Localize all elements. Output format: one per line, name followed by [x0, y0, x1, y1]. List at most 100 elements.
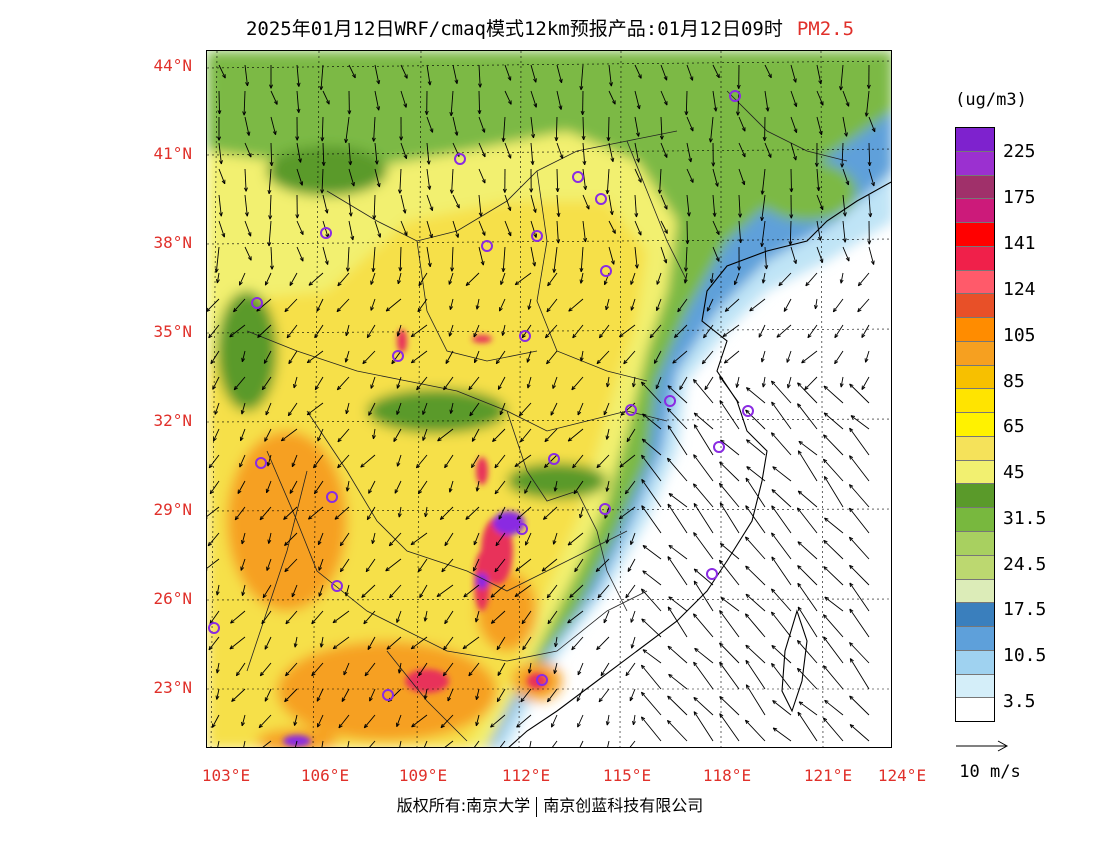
wind-arrow — [496, 636, 506, 650]
wind-arrow-head — [284, 569, 289, 573]
wind-arrow — [348, 142, 351, 166]
wind-arrow-head — [528, 306, 532, 310]
wind-arrow-head — [547, 283, 552, 287]
wind-arrow-head — [783, 308, 788, 312]
wind-arrow-head — [346, 487, 350, 492]
wind-arrow — [655, 376, 662, 389]
wind-arrow — [424, 688, 428, 700]
wind-arrow-head — [492, 437, 495, 442]
wind-arrow-head — [546, 593, 549, 599]
wind-arrow-head — [790, 214, 794, 219]
wind-arrow-head — [398, 669, 402, 674]
wind-arrow — [530, 220, 537, 238]
wind-arrow-head — [844, 238, 847, 243]
wind-arrow-head — [476, 305, 480, 310]
wind-arrow-head — [772, 466, 776, 471]
wind-arrow-head — [798, 701, 802, 706]
wind-arrow — [399, 168, 402, 194]
wind-arrow — [270, 116, 277, 135]
wind-arrow-head — [719, 662, 721, 667]
wind-arrow — [572, 324, 584, 339]
wind-arrow-head — [528, 747, 529, 748]
wind-arrow — [440, 714, 454, 729]
wind-arrow — [659, 168, 662, 194]
lon-label-118e: 118°E — [702, 766, 752, 785]
wind-arrow-head — [719, 713, 722, 718]
wind-arrow — [217, 740, 220, 747]
wind-arrow-head — [850, 658, 854, 662]
wind-arrow-head — [462, 647, 468, 650]
wind-arrow-head — [611, 101, 616, 105]
wind-arrow-head — [823, 636, 825, 641]
wind-arrow-head — [399, 189, 403, 194]
wind-arrow-head — [719, 400, 722, 405]
wind-arrow-head — [551, 724, 555, 728]
wind-arrow-head — [544, 439, 549, 443]
colorbar-cell — [956, 698, 994, 722]
wind-arrow-head — [337, 465, 342, 469]
wind-arrow-head — [663, 76, 668, 81]
wind-arrow-head — [264, 698, 269, 702]
wind-arrow-head — [244, 212, 248, 217]
wind-arrow-head — [868, 240, 872, 245]
wind-arrow-head — [208, 645, 211, 651]
wind-arrow — [634, 194, 637, 218]
wind-arrow-head — [772, 727, 776, 732]
wind-arrow — [749, 298, 766, 312]
wind-arrow — [211, 714, 220, 728]
wind-arrow — [416, 454, 428, 469]
wind-arrow-head — [597, 593, 600, 598]
wind-arrow — [797, 450, 818, 482]
wind-arrow — [475, 610, 480, 623]
wind-arrow-head — [693, 568, 697, 573]
wind-arrow — [347, 740, 350, 747]
wind-arrow-head — [402, 209, 406, 214]
wind-arrow — [598, 688, 610, 703]
wind-arrow — [762, 376, 766, 388]
wind-arrow — [577, 714, 584, 728]
wind-arrow — [478, 168, 486, 184]
wind-arrow-head — [524, 490, 528, 494]
wind-arrow-head — [346, 747, 347, 748]
wind-arrow — [443, 376, 454, 391]
wind-arrow — [667, 606, 688, 638]
wind-arrow-head — [596, 645, 599, 650]
wind-arrow-head — [306, 411, 310, 416]
colorbar-cell — [956, 318, 994, 342]
wind-arrow-head — [642, 545, 646, 550]
city-marker — [706, 568, 718, 580]
wind-arrow-head — [377, 234, 381, 238]
colorbar-cell — [956, 508, 994, 533]
wind-arrow-head — [689, 179, 694, 183]
wind-arrow-head — [618, 515, 622, 520]
wind-arrow-head — [771, 489, 774, 494]
colorbar-cell — [956, 484, 994, 509]
wind-arrow-head — [443, 647, 448, 651]
wind-arrow — [693, 412, 714, 430]
wind-arrow-head — [443, 645, 445, 651]
wind-arrow — [370, 376, 376, 389]
wind-arrow-head — [760, 242, 763, 247]
wind-arrow-head — [316, 698, 321, 702]
wind-arrow — [771, 401, 792, 430]
wind-arrow — [685, 90, 688, 116]
wind-arrow-head — [666, 408, 670, 413]
wind-arrow — [606, 714, 610, 726]
wind-arrow-head — [241, 722, 245, 727]
wind-arrow-head — [397, 189, 401, 194]
wind-arrow — [264, 636, 272, 650]
wind-arrow-head — [770, 611, 773, 616]
colorbar-cell — [956, 460, 994, 485]
wind-arrow — [445, 350, 454, 364]
wind-arrow — [667, 425, 688, 456]
wind-arrow — [502, 116, 506, 142]
wind-arrow — [424, 506, 428, 517]
wind-arrow-head — [861, 386, 866, 390]
wind-arrow-head — [475, 305, 478, 310]
wind-arrow-head — [215, 268, 219, 273]
wind-arrow-head — [805, 283, 810, 287]
wind-arrow-head — [720, 439, 725, 442]
wind-arrow-head — [474, 359, 478, 364]
wind-arrow-head — [490, 593, 494, 598]
wind-arrow-head — [364, 725, 369, 729]
